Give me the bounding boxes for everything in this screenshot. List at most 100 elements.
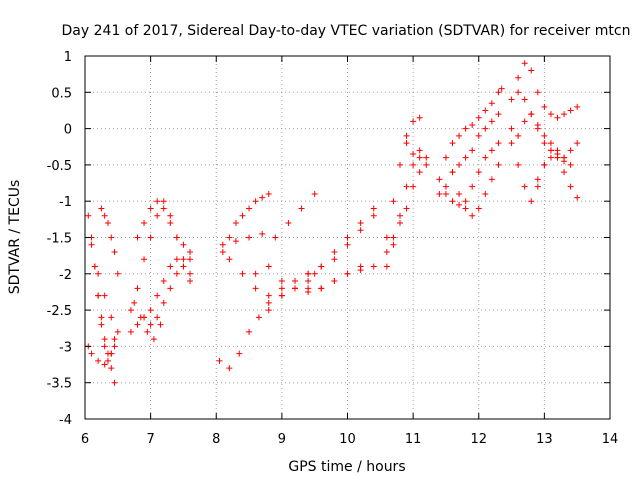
data-point: [88, 241, 95, 248]
data-point: [574, 103, 581, 110]
data-point: [370, 212, 377, 219]
data-point: [157, 321, 164, 328]
data-point: [534, 89, 541, 96]
chart-title: Day 241 of 2017, Sidereal Day-to-day VTE…: [62, 23, 631, 39]
data-point: [488, 100, 495, 107]
data-point: [219, 249, 226, 256]
data-point: [252, 270, 259, 277]
data-point: [131, 299, 138, 306]
data-point: [154, 198, 161, 205]
x-tick-label: 7: [146, 432, 154, 447]
y-tick-label: -4: [59, 413, 72, 428]
data-point: [101, 212, 108, 219]
x-tick-label: 13: [536, 432, 553, 447]
data-point: [232, 219, 239, 226]
data-point: [528, 111, 535, 118]
data-point: [104, 357, 111, 364]
data-point: [318, 263, 325, 270]
data-point: [449, 198, 456, 205]
data-point: [547, 140, 554, 147]
data-point: [515, 74, 522, 81]
data-point: [534, 176, 541, 183]
data-point: [180, 263, 187, 270]
data-point: [265, 307, 272, 314]
series-s23: [436, 111, 502, 197]
data-point: [515, 132, 522, 139]
data-point: [567, 107, 574, 114]
data-point: [278, 292, 285, 299]
data-point: [232, 238, 239, 245]
x-tick-label: 8: [212, 432, 220, 447]
data-point: [449, 140, 456, 147]
data-point: [150, 336, 157, 343]
data-point: [167, 212, 174, 219]
series-s3: [98, 205, 121, 277]
data-point: [173, 270, 180, 277]
y-tick-labels: -4 -3.5 -3 -2.5 -2 -1.5 -1 -0.5 0 0.5 1: [47, 50, 72, 428]
data-point: [104, 219, 111, 226]
series-s9: [141, 256, 193, 328]
data-point: [187, 270, 193, 277]
data-point: [111, 336, 118, 343]
series-s29: [515, 89, 574, 168]
series-s10: [131, 299, 164, 343]
data-point: [154, 212, 161, 219]
series-s14: [226, 256, 377, 299]
data-point: [305, 270, 312, 277]
data-point: [236, 350, 243, 357]
data-point: [147, 205, 154, 212]
data-point: [449, 169, 456, 176]
data-point: [482, 154, 489, 161]
data-point: [410, 183, 417, 190]
data-point: [456, 132, 463, 139]
series-s4: [85, 343, 118, 368]
series-s25: [449, 161, 502, 219]
data-point: [108, 365, 115, 372]
series-s20: [383, 169, 423, 256]
data-point: [259, 230, 266, 237]
axis-ticks: [84, 55, 611, 420]
data-point: [108, 234, 115, 241]
data-point: [383, 249, 390, 256]
data-point: [160, 299, 167, 306]
data-point: [305, 288, 312, 295]
data-point: [239, 212, 246, 219]
data-point: [547, 147, 554, 154]
data-point: [331, 256, 338, 263]
data-point: [180, 256, 187, 263]
data-point: [114, 328, 121, 335]
data-point: [173, 234, 180, 241]
x-tick-label: 12: [470, 432, 487, 447]
data-point: [462, 154, 469, 161]
data-point: [265, 190, 272, 197]
data-point: [403, 132, 410, 139]
data-point: [137, 314, 144, 321]
data-point: [390, 198, 397, 205]
data-point: [246, 234, 253, 241]
data-point: [246, 205, 253, 212]
data-point: [561, 154, 568, 161]
data-point: [255, 314, 262, 321]
data-point: [141, 256, 148, 263]
series-s27: [508, 111, 581, 161]
data-point: [305, 278, 312, 285]
data-point: [475, 114, 482, 121]
data-point: [101, 292, 108, 299]
data-point: [108, 350, 115, 357]
series-s5: [95, 270, 121, 335]
data-point: [495, 161, 502, 168]
x-tick-labels: 6 7 8 9 10 11 12 13 14: [81, 432, 618, 447]
data-point: [85, 212, 92, 219]
data-point: [397, 161, 403, 168]
series-s15: [252, 205, 377, 292]
data-point: [528, 67, 535, 74]
data-point: [541, 132, 548, 139]
data-point: [331, 278, 338, 285]
x-axis-label: GPS time / hours: [288, 459, 405, 475]
series-s8: [134, 198, 193, 256]
data-point: [88, 350, 95, 357]
data-point: [567, 183, 574, 190]
x-tick-label: 10: [339, 432, 356, 447]
data-point: [91, 263, 98, 270]
data-point: [370, 263, 377, 270]
